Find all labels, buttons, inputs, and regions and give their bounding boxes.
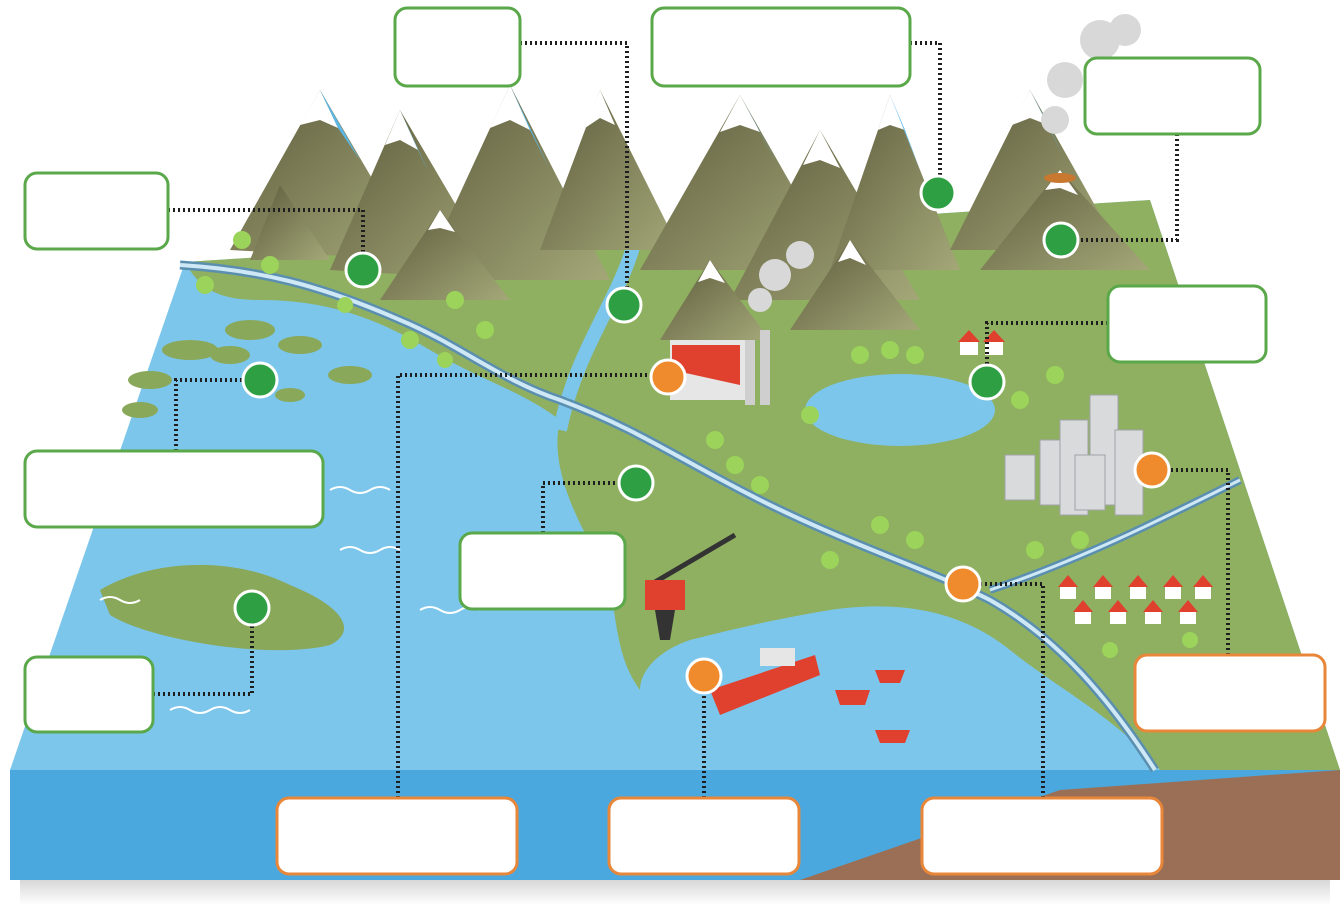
label-boxes-part	[609, 798, 799, 874]
houses-part-part	[1060, 585, 1076, 599]
trees-part	[1026, 541, 1044, 559]
city-part	[1005, 455, 1035, 500]
mountains-part-part	[759, 259, 791, 291]
label-boxes-part	[652, 8, 910, 86]
label-boxes-part	[395, 8, 520, 86]
factory-part	[760, 330, 770, 405]
trees-part	[1071, 531, 1089, 549]
houses-part-part	[1095, 585, 1111, 599]
houses-part-part	[1130, 585, 1146, 599]
trees-part	[726, 456, 744, 474]
rocks-part	[162, 340, 218, 360]
trees-part	[337, 297, 353, 313]
label-boxes-part	[1085, 58, 1260, 134]
factory-part	[745, 340, 755, 405]
label-boxes-part	[460, 533, 625, 609]
houses-part-part	[1075, 610, 1091, 624]
port-part	[875, 670, 905, 683]
markers-part	[687, 659, 721, 693]
city-part	[1075, 455, 1105, 510]
label-boxes-part	[1108, 286, 1266, 362]
markers-part	[235, 591, 269, 625]
trees-part	[437, 352, 453, 368]
houses-part-part	[1195, 585, 1211, 599]
trees-part	[1182, 632, 1198, 648]
mountains-part-part	[1109, 14, 1141, 46]
mountains-part-part	[786, 241, 814, 269]
trees-part	[751, 476, 769, 494]
markers-part	[946, 567, 980, 601]
factory	[670, 330, 770, 405]
mountains-part	[320, 85, 1065, 175]
trees-part	[1046, 366, 1064, 384]
rocks-part	[225, 320, 275, 340]
markers-part	[607, 288, 641, 322]
markers-part	[970, 365, 1004, 399]
markers-part	[651, 360, 685, 394]
label-boxes-part	[1135, 655, 1325, 731]
trees-part	[233, 231, 251, 249]
trees-part	[706, 431, 724, 449]
houses-part-part	[1110, 610, 1126, 624]
mountains-part	[1044, 173, 1076, 183]
label-boxes-part	[922, 798, 1162, 874]
land-part	[805, 374, 995, 446]
rocks-part	[122, 402, 158, 418]
trees-part	[476, 321, 494, 339]
houses-part-part	[1145, 610, 1161, 624]
mountains-part-part	[748, 288, 772, 312]
port-part	[760, 648, 795, 666]
port-part	[875, 730, 910, 743]
houses-part-part	[1180, 610, 1196, 624]
trees-part	[906, 531, 924, 549]
label-boxes-part	[277, 798, 517, 874]
markers-part	[1135, 453, 1169, 487]
landscape-diagram	[0, 0, 1341, 908]
rocks-part	[210, 346, 250, 364]
houses-part-part	[1165, 585, 1181, 599]
rocks-part	[128, 371, 172, 389]
label-boxes-part	[25, 173, 168, 249]
port-part	[645, 580, 685, 610]
mountains-part-part	[878, 95, 905, 130]
markers-part	[346, 253, 380, 287]
markers-part	[243, 363, 277, 397]
markers-part	[619, 466, 653, 500]
trees-part	[261, 256, 279, 274]
rocks-part	[328, 366, 372, 384]
trees-part	[821, 551, 839, 569]
trees-part	[881, 341, 899, 359]
trees-part	[401, 331, 419, 349]
trees-part	[446, 291, 464, 309]
label-boxes-part	[25, 657, 153, 732]
markers-part	[921, 176, 955, 210]
trees-part	[871, 516, 889, 534]
page: (() => { const data = JSON.parse(documen…	[0, 0, 1341, 908]
rocks-part	[278, 336, 322, 354]
houses-part	[960, 340, 978, 355]
port-part	[835, 690, 870, 705]
trees-part	[851, 346, 869, 364]
trees-part	[1011, 391, 1029, 409]
mountains-part-part	[1047, 62, 1083, 98]
label-boxes-part	[25, 451, 323, 527]
trees-part	[196, 276, 214, 294]
markers-part	[1044, 223, 1078, 257]
trees-part	[801, 406, 819, 424]
rocks-part	[275, 388, 305, 402]
trees-part	[1102, 642, 1118, 658]
mountains-part-part	[1041, 106, 1069, 134]
trees-part	[906, 346, 924, 364]
